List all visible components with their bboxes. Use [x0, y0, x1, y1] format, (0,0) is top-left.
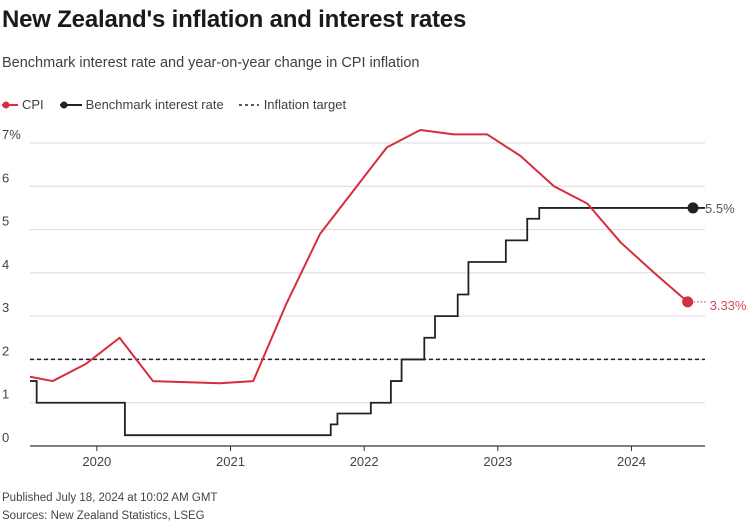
x-tick-label-2022: 2022 [350, 454, 379, 469]
series-cpi-line [29, 129, 689, 385]
chart-title: New Zealand's inflation and interest rat… [2, 6, 467, 33]
cpi-end-marker [682, 296, 694, 308]
y-tick-label-6: 6 [2, 170, 9, 185]
legend-item-cpi: CPI [2, 97, 44, 112]
chart-subtitle: Benchmark interest rate and year-on-year… [2, 55, 420, 71]
y-tick-label-0: 0 [2, 430, 9, 445]
x-tick-label-2021: 2021 [216, 454, 245, 469]
legend-item-rate: Benchmark interest rate [58, 97, 224, 112]
legend-swatch-cpi [2, 101, 18, 108]
y-tick-label-2: 2 [2, 343, 9, 358]
legend-item-target: Inflation target [238, 97, 346, 112]
y-tick-label-3: 3 [2, 300, 9, 315]
rate-end-marker [687, 202, 699, 214]
cpi-end-label: 3.33% [710, 298, 747, 313]
chart-legend: CPI Benchmark interest rate Inflation ta… [2, 97, 360, 112]
y-tick-label-7: 7% [2, 127, 21, 142]
published-note: Published July 18, 2024 at 10:02 AM GMT [2, 492, 218, 504]
y-tick-label-4: 4 [2, 257, 9, 272]
legend-label-rate: Benchmark interest rate [85, 97, 224, 112]
y-tick-label-1: 1 [2, 387, 9, 402]
sources-note: Sources: New Zealand Statistics, LSEG [2, 510, 205, 522]
rate-end-label: 5.5% [705, 201, 735, 216]
x-tick-label-2024: 2024 [617, 454, 646, 469]
x-tick-label-2020: 2020 [82, 454, 111, 469]
y-tick-label-5: 5 [2, 214, 9, 229]
x-tick-label-2023: 2023 [483, 454, 512, 469]
legend-label-target: Inflation target [263, 97, 347, 112]
series-benchmark-rate-line [30, 207, 705, 437]
legend-swatch-rate [59, 101, 82, 108]
legend-label-cpi: CPI [22, 97, 44, 112]
